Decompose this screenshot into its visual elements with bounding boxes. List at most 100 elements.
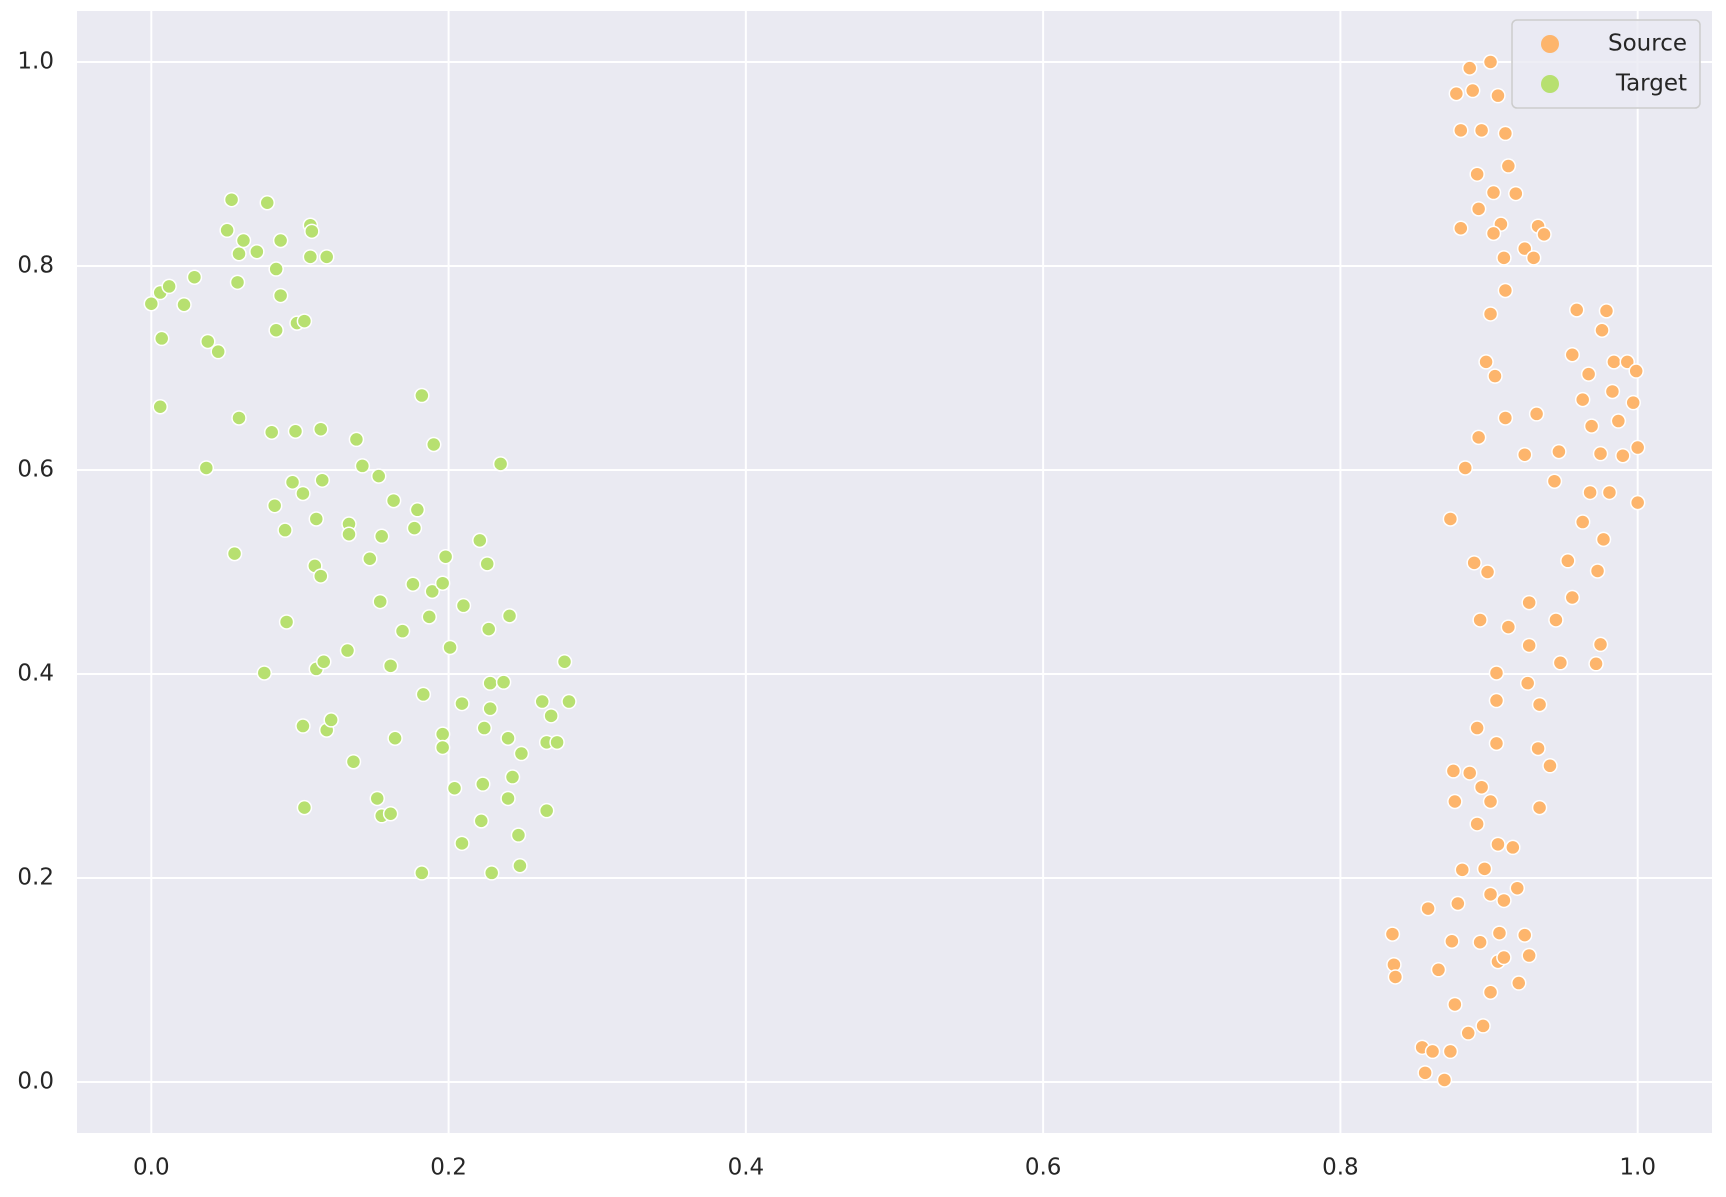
- point: [1508, 185, 1524, 202]
- point: [235, 232, 252, 249]
- point: [1521, 637, 1537, 654]
- point: [1490, 87, 1506, 104]
- point: [284, 474, 301, 490]
- point: [277, 522, 293, 538]
- point: [1447, 996, 1463, 1013]
- point: [1528, 406, 1545, 422]
- point: [415, 686, 432, 703]
- point: [176, 297, 192, 313]
- point: [1615, 447, 1631, 464]
- point: [323, 712, 339, 728]
- point: [483, 865, 500, 881]
- point: [434, 726, 451, 742]
- y-tick-label: 1.0: [17, 49, 54, 75]
- point: [382, 805, 399, 822]
- point: [1453, 220, 1469, 237]
- point: [446, 780, 463, 796]
- point: [1482, 793, 1499, 810]
- point: [272, 232, 289, 249]
- x-tick-label: 0.0: [133, 1155, 170, 1181]
- point: [394, 623, 411, 639]
- legend-marker: [1541, 75, 1559, 93]
- y-tick-label: 0.6: [17, 457, 54, 483]
- point: [492, 456, 509, 472]
- point: [1628, 363, 1644, 379]
- point: [1496, 892, 1512, 909]
- point: [1430, 962, 1447, 978]
- point: [1536, 226, 1552, 243]
- point: [1560, 553, 1576, 569]
- point: [455, 597, 472, 614]
- point: [1442, 511, 1459, 527]
- point: [1583, 418, 1600, 434]
- point: [161, 278, 177, 295]
- point: [372, 593, 388, 610]
- point: [1387, 969, 1404, 985]
- point: [475, 776, 491, 792]
- point: [1564, 346, 1581, 363]
- point: [268, 261, 284, 277]
- point: [1472, 612, 1488, 628]
- point: [495, 674, 512, 690]
- point: [1511, 975, 1527, 991]
- point: [1588, 656, 1604, 672]
- labels: 0.0 0.2 0.4 0.6 0.8 1.0 0.0 0.2 0.4 0.6 0.8 1.0: [17, 49, 1656, 1181]
- point: [219, 222, 235, 239]
- legend-box: [1511, 19, 1701, 109]
- point: [1482, 54, 1499, 70]
- point: [442, 639, 458, 656]
- point: [1384, 926, 1401, 942]
- point: [406, 520, 423, 536]
- point: [1574, 514, 1591, 530]
- point: [1497, 410, 1514, 426]
- point: [278, 614, 295, 630]
- point: [369, 790, 385, 807]
- y-tick-label: 0.4: [17, 661, 54, 687]
- point: [1530, 740, 1546, 757]
- point: [434, 739, 451, 756]
- point: [1601, 484, 1618, 501]
- point: [341, 526, 357, 543]
- point: [1625, 394, 1641, 411]
- point: [424, 583, 440, 600]
- point: [231, 246, 247, 262]
- y-tick-label: 0.2: [17, 865, 54, 891]
- point: [1516, 240, 1533, 257]
- point: [1580, 366, 1597, 382]
- point: [1472, 934, 1488, 951]
- point: [425, 436, 442, 453]
- point: [1479, 564, 1496, 580]
- point: [1469, 720, 1485, 736]
- point: [1457, 460, 1474, 476]
- point: [500, 730, 516, 747]
- point: [345, 753, 362, 770]
- point: [296, 313, 313, 329]
- point: [1482, 306, 1499, 322]
- point: [1447, 793, 1463, 810]
- point: [1496, 250, 1512, 266]
- point: [1582, 484, 1598, 501]
- point: [287, 423, 304, 439]
- point: [1564, 589, 1581, 606]
- point: [229, 274, 246, 291]
- point: [534, 693, 550, 710]
- point: [504, 769, 521, 785]
- point: [385, 492, 402, 509]
- point: [200, 333, 216, 350]
- point: [561, 693, 577, 710]
- point: [295, 718, 311, 734]
- point: [314, 472, 330, 488]
- point: [1519, 675, 1536, 691]
- point: [1500, 619, 1517, 635]
- point: [1500, 158, 1517, 174]
- point: [1595, 531, 1612, 548]
- point: [1448, 85, 1465, 102]
- point: [1488, 735, 1505, 752]
- point: [1521, 594, 1537, 611]
- point: [1476, 861, 1493, 877]
- point: [472, 532, 488, 549]
- point: [152, 399, 168, 415]
- y-tick-label: 0.0: [17, 1069, 54, 1095]
- point: [1488, 665, 1505, 681]
